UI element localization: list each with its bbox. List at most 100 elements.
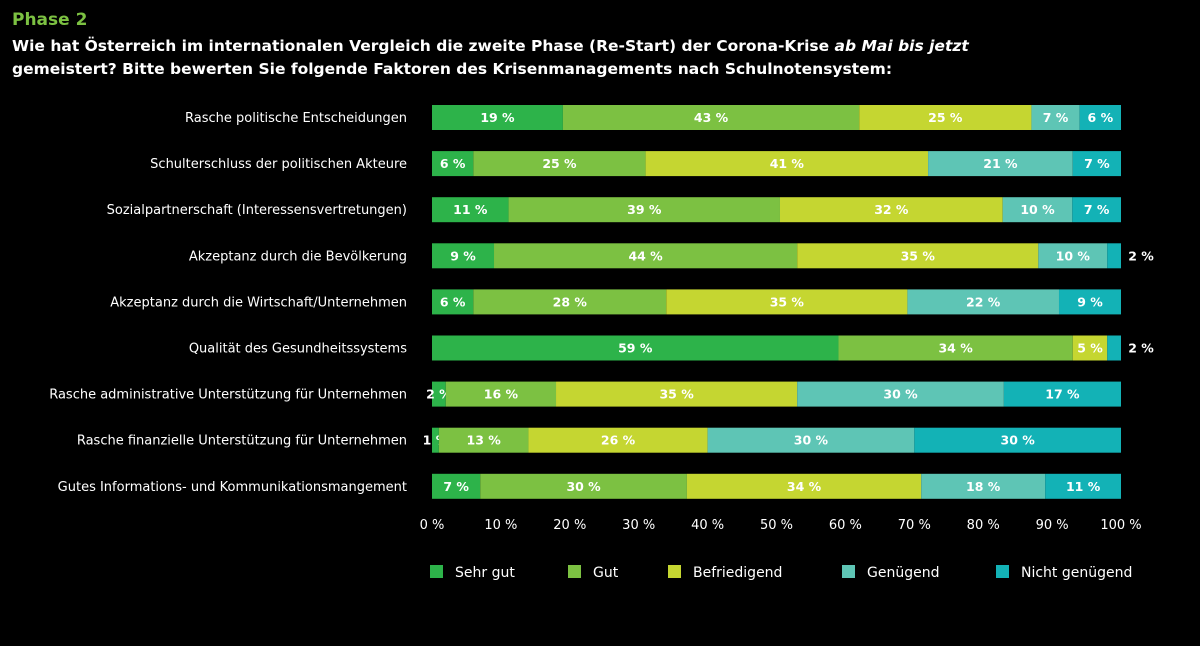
legend-label: Gut (593, 565, 619, 581)
data-label: 35 % (901, 248, 936, 263)
data-label: 10 % (1056, 248, 1091, 263)
data-label: 17 % (1045, 387, 1080, 402)
bar-segment (1003, 381, 1121, 407)
data-label: 30 % (566, 479, 601, 494)
legend-swatch (996, 565, 1009, 578)
data-label: 28 % (553, 294, 588, 309)
data-label: 30 % (1001, 433, 1036, 448)
data-label: 2 % (1128, 341, 1154, 356)
data-label: 9 % (1077, 294, 1103, 309)
bar-segment (1038, 243, 1108, 269)
phase-label: Phase 2 (12, 10, 88, 30)
chart-title-part1: Wie hat Österreich im internationalen Ve… (12, 37, 835, 55)
bar-segment (528, 427, 708, 453)
x-tick-label: 30 % (622, 518, 655, 533)
bar-segment (666, 289, 908, 315)
data-label: 5 % (1077, 341, 1103, 356)
bar-segment (928, 151, 1073, 177)
legend-label: Nicht genügend (1021, 565, 1132, 581)
bar-segment (779, 197, 1003, 223)
bar-segment (1031, 105, 1080, 130)
bar-segment (838, 335, 1073, 361)
data-label: 34 % (938, 341, 973, 356)
category-label: Rasche administrative Unterstützung für … (49, 388, 407, 403)
x-tick-label: 10 % (484, 518, 517, 533)
data-label: 25 % (542, 156, 577, 171)
data-label: 30 % (794, 433, 829, 448)
bar-segment (1058, 289, 1121, 315)
data-label: 59 % (618, 341, 653, 356)
x-tick-label: 40 % (691, 518, 724, 533)
data-label: 21 % (983, 156, 1018, 171)
bar-segment (432, 289, 474, 315)
category-label: Akzeptanz durch die Wirtschaft/Unternehm… (110, 295, 407, 310)
data-label: 22 % (966, 294, 1001, 309)
data-label: 2 % (1128, 248, 1154, 263)
bar-segment (1079, 105, 1121, 130)
bar-segment (432, 473, 481, 499)
legend-swatch (568, 565, 581, 578)
data-label: 10 % (1020, 202, 1055, 217)
legend-swatch (668, 565, 681, 578)
x-tick-label: 80 % (967, 518, 1000, 533)
data-label: 7 % (443, 479, 469, 494)
data-label: 43 % (694, 110, 729, 125)
bar-segment (1072, 151, 1121, 177)
bar-segment (1107, 335, 1121, 361)
bar-segment (556, 381, 798, 407)
category-label: Rasche finanzielle Unterstützung für Unt… (77, 434, 407, 449)
bar-segment (432, 243, 495, 269)
legend-label: Genügend (867, 565, 939, 581)
data-label: 19 % (480, 110, 515, 125)
bar-segment (686, 473, 922, 499)
data-label: 39 % (627, 202, 662, 217)
data-label: 6 % (440, 294, 466, 309)
data-label: 11 % (1066, 479, 1101, 494)
data-label: 9 % (450, 248, 476, 263)
chart-title-part2: gemeistert? Bitte bewerten Sie folgende … (12, 60, 893, 78)
x-tick-label: 50 % (760, 518, 793, 533)
bar-segment (645, 151, 929, 177)
bar-segment (707, 427, 915, 453)
bar-segment (1072, 197, 1121, 223)
x-tick-label: 90 % (1036, 518, 1069, 533)
bar-segment (438, 427, 529, 453)
category-label: Akzeptanz durch die Bevölkerung (189, 249, 407, 264)
data-label: 35 % (659, 387, 694, 402)
bar-segment (432, 335, 839, 361)
legend-label: Sehr gut (455, 565, 515, 581)
bar-segment (914, 427, 1121, 453)
bar-segment (562, 105, 860, 130)
bar-segment (432, 381, 446, 407)
data-label: 35 % (770, 294, 805, 309)
data-label: 16 % (484, 387, 519, 402)
data-label: 30 % (883, 387, 918, 402)
bar-segment (508, 197, 780, 223)
category-label: Gutes Informations- und Kommunikationsma… (58, 480, 407, 495)
data-label: 2 % (426, 387, 452, 402)
bar-segment (432, 151, 474, 177)
bar-segment (921, 473, 1046, 499)
data-label: 18 % (966, 479, 1001, 494)
data-label: 6 % (1088, 110, 1114, 125)
data-label: 32 % (874, 202, 909, 217)
data-label: 13 % (467, 433, 502, 448)
bar-segment (445, 381, 557, 407)
x-tick-label: 100 % (1100, 518, 1141, 533)
legend-swatch (842, 565, 855, 578)
bar-segment (473, 289, 667, 315)
bar-segment (432, 427, 439, 453)
x-tick-label: 20 % (553, 518, 586, 533)
data-label: 7 % (1084, 156, 1110, 171)
category-label: Rasche politische Entscheidungen (185, 111, 407, 126)
bar-segment (432, 197, 509, 223)
bar-segment (859, 105, 1032, 130)
bar-segment (473, 151, 646, 177)
x-tick-label: 70 % (898, 518, 931, 533)
data-label: 44 % (628, 248, 663, 263)
data-label: 11 % (453, 202, 488, 217)
data-label: 7 % (1043, 110, 1069, 125)
data-label: 7 % (1084, 202, 1110, 217)
chart-title: Wie hat Österreich im internationalen Ve… (12, 35, 1192, 81)
